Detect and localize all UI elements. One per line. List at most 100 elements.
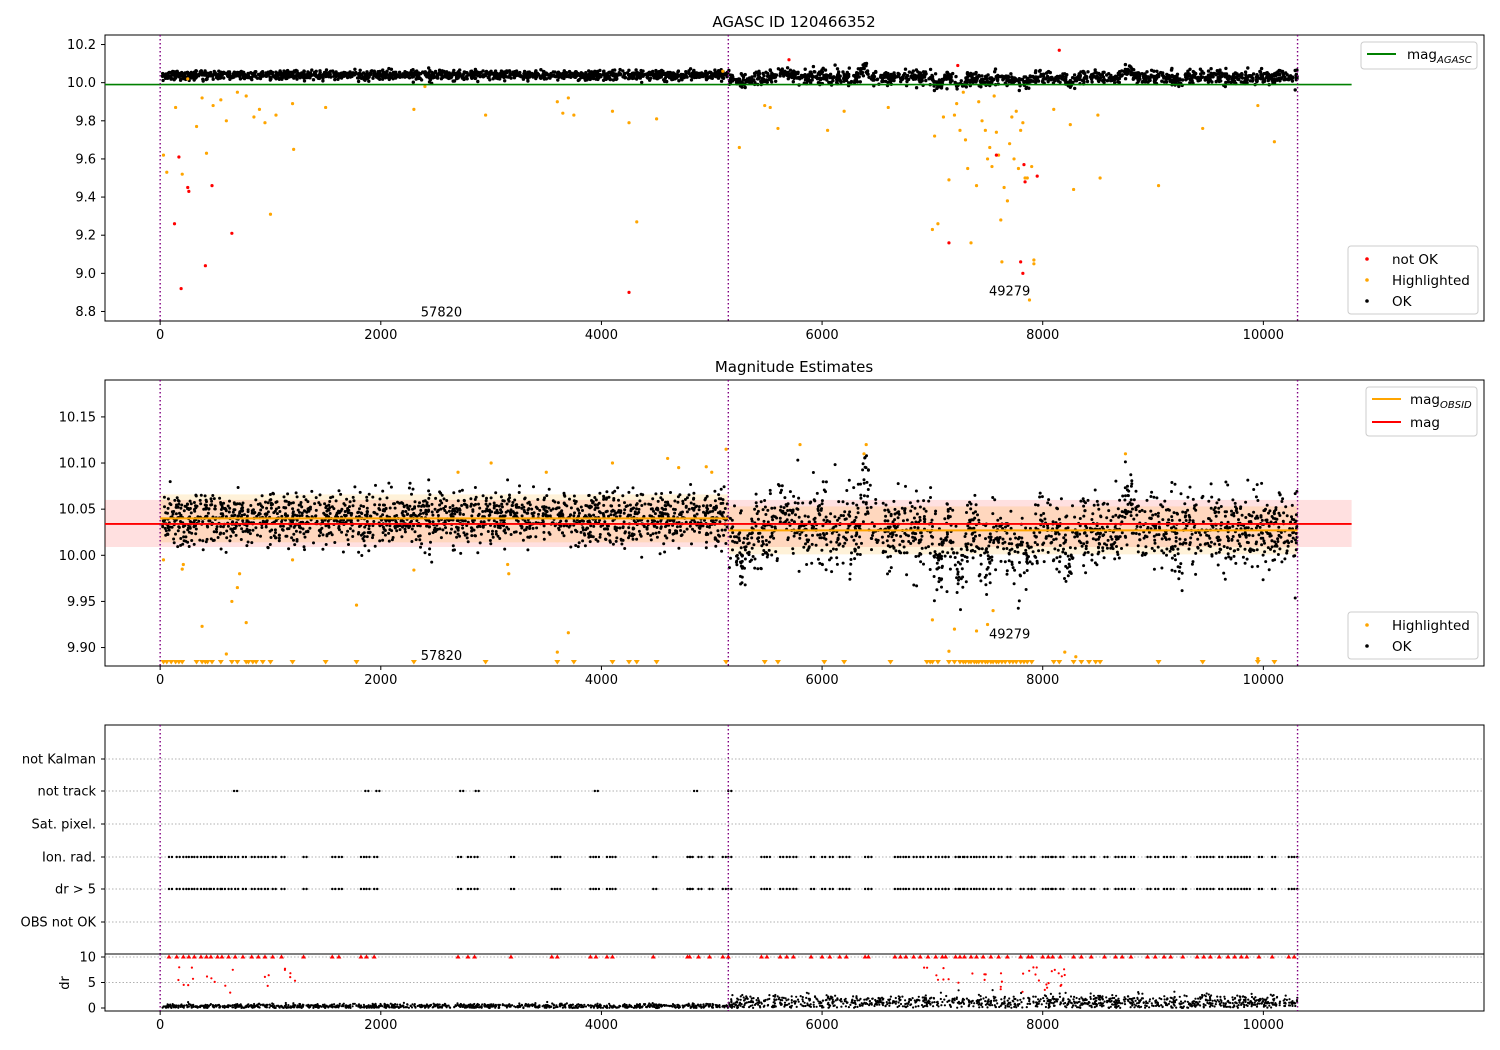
ok-point <box>1246 66 1250 70</box>
ok-point <box>325 533 329 537</box>
ok-point <box>852 486 856 490</box>
ok-point <box>1203 78 1207 82</box>
ok-point <box>573 511 576 515</box>
ok-point <box>919 560 923 564</box>
ok-point <box>559 524 563 528</box>
ok-point <box>838 79 843 83</box>
ok-point <box>226 70 231 74</box>
ok-point <box>394 76 398 80</box>
ok-point <box>323 502 327 506</box>
ok-point <box>1220 74 1224 78</box>
highlighted-point <box>933 134 937 138</box>
ok-point <box>363 76 368 81</box>
ok-point <box>383 533 387 537</box>
ok-point <box>187 73 191 77</box>
ok-point <box>909 509 913 513</box>
ok-point <box>572 494 576 498</box>
ok-point <box>293 543 297 547</box>
ok-point <box>1234 561 1238 565</box>
ok-point <box>1044 71 1049 75</box>
ok-point <box>977 574 981 578</box>
ok-point <box>553 74 557 79</box>
ok-point <box>348 527 352 531</box>
ok-point <box>1105 79 1110 83</box>
ok-point <box>570 72 574 76</box>
ok-point <box>240 72 244 76</box>
ok-point <box>833 515 837 519</box>
ok-point <box>957 575 961 579</box>
ok-point <box>1132 68 1136 72</box>
ok-point <box>1280 560 1284 564</box>
ok-point <box>170 510 174 514</box>
ok-point <box>446 76 450 80</box>
ok-point <box>788 68 793 72</box>
ok-point <box>963 535 967 538</box>
ok-point <box>1123 77 1128 81</box>
ok-point <box>292 538 295 542</box>
ok-point <box>1035 559 1039 563</box>
not-ok-point <box>994 153 998 157</box>
ok-point <box>1232 72 1236 76</box>
ok-point <box>598 68 602 73</box>
not-ok-point <box>230 231 234 235</box>
ok-point <box>1136 544 1140 548</box>
ok-point <box>387 539 391 543</box>
ok-point <box>605 496 609 500</box>
ok-point <box>799 73 804 78</box>
ok-point <box>1193 504 1197 508</box>
ok-point <box>617 504 621 507</box>
ok-point <box>854 515 858 519</box>
ok-point <box>609 513 613 517</box>
legend-highlighted-marker <box>1365 278 1369 282</box>
panel1-annotation-57820: 57820 <box>421 305 462 320</box>
ok-point <box>779 505 783 509</box>
legend-notok-marker <box>1365 257 1369 261</box>
ok-point <box>284 499 288 503</box>
ok-point <box>503 79 507 83</box>
ok-point <box>1232 80 1236 84</box>
highlighted-point <box>292 147 296 151</box>
ok-point <box>1216 563 1220 567</box>
ok-point <box>427 489 431 493</box>
ok-point <box>199 502 203 506</box>
ok-point <box>245 544 249 548</box>
ok-point <box>708 70 712 74</box>
ok-point <box>1256 499 1260 502</box>
ok-point <box>856 552 859 556</box>
ok-point <box>769 535 772 539</box>
ok-point <box>448 506 452 509</box>
ok-point <box>291 510 295 514</box>
ok-point <box>824 74 828 78</box>
ok-point <box>1002 547 1006 551</box>
ok-point <box>1176 547 1180 551</box>
ok-point <box>705 71 709 75</box>
highlighted-point <box>941 115 946 119</box>
ok-point <box>671 532 675 536</box>
ok-point <box>208 74 212 78</box>
ok-point <box>632 519 636 523</box>
ok-point <box>1091 512 1095 516</box>
ok-point <box>518 484 521 488</box>
ok-point <box>285 75 290 79</box>
ok-point <box>605 72 609 77</box>
ok-point <box>1043 517 1047 521</box>
ok-point <box>797 496 801 500</box>
ok-point <box>622 520 626 524</box>
ok-point <box>1261 578 1265 582</box>
ok-point <box>864 70 868 74</box>
ok-point <box>1264 560 1268 564</box>
ok-point <box>1280 500 1284 503</box>
ok-point <box>996 518 1000 522</box>
panel1-title: AGASC ID 120466352 <box>712 13 875 31</box>
ok-point <box>958 562 962 566</box>
highlighted-point <box>768 105 772 110</box>
ok-point <box>1116 507 1120 511</box>
ok-point <box>750 526 754 530</box>
ok-point <box>830 570 834 574</box>
ok-point <box>268 75 272 80</box>
ok-point <box>862 494 866 498</box>
ok-point <box>512 76 517 80</box>
ok-point <box>342 70 346 75</box>
ok-point <box>314 508 318 512</box>
ok-point <box>1123 515 1127 519</box>
